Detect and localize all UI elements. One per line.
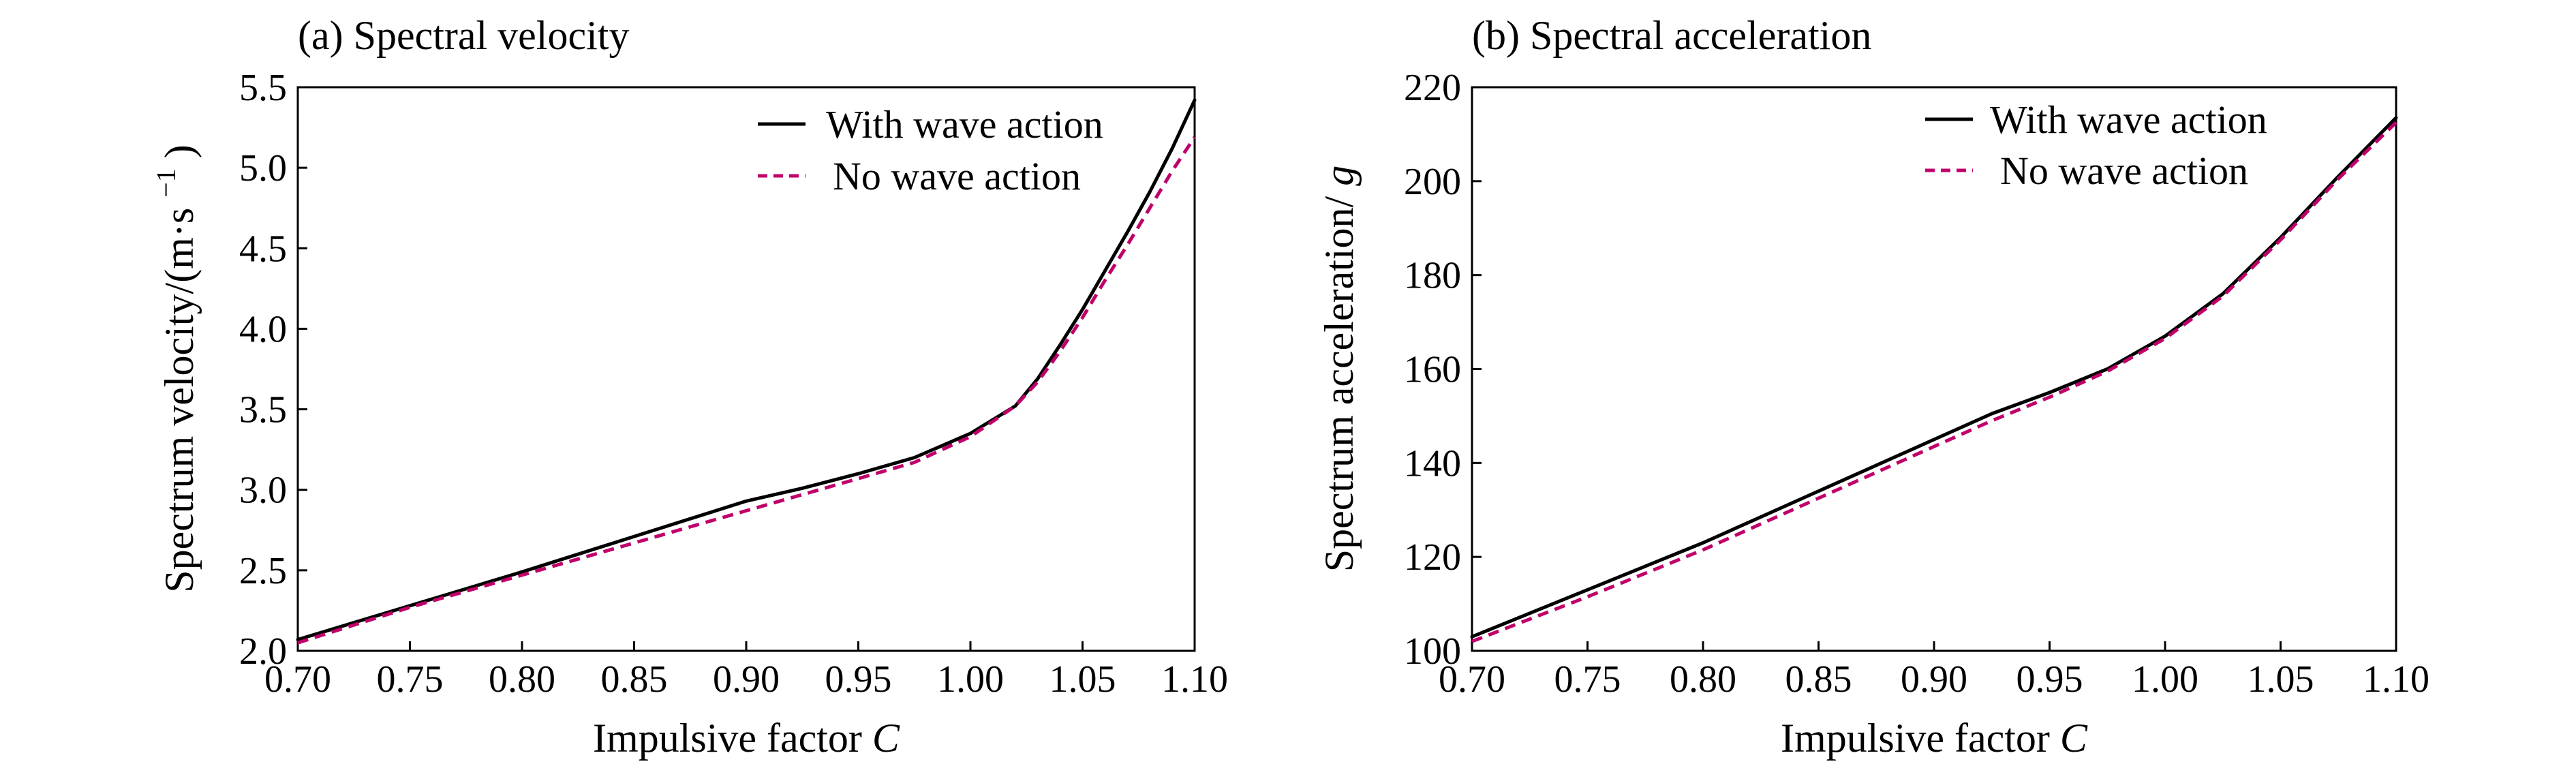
x-tick-label: 0.70 — [264, 658, 331, 701]
series-line-no-wave — [297, 136, 1197, 645]
chart-title: (a) Spectral velocity — [298, 13, 629, 58]
tick-group: 0.70 0.75 0.80 0.85 0.90 0.95 1.00 1.05 1.10 2.0 2… — [239, 67, 1228, 701]
x-tick-label: 0.85 — [601, 658, 668, 701]
y-tick-label: 140 — [1404, 442, 1461, 485]
x-axis-label-text: Impulsive factor — [593, 716, 862, 761]
x-tick-label: 1.00 — [937, 658, 1004, 701]
legend: With wave action No wave action — [758, 102, 1103, 198]
legend-label-with-wave: With wave action — [826, 102, 1103, 147]
y-tick-label: 100 — [1404, 630, 1461, 673]
x-axis-label: Impulsive factor C — [1781, 716, 2088, 761]
x-tick-label: 0.95 — [825, 658, 892, 701]
y-axis-label-symbol: g — [1317, 166, 1362, 186]
y-tick-label: 2.5 — [239, 550, 287, 592]
y-tick-label: 160 — [1404, 349, 1461, 391]
y-axis-label-close: ) — [157, 144, 202, 158]
y-tick-label: 4.0 — [239, 308, 287, 350]
y-tick-label: 120 — [1404, 536, 1461, 579]
x-tick-label: 1.10 — [1161, 658, 1228, 701]
x-tick-label: 0.90 — [713, 658, 780, 701]
x-axis-label-symbol-text: C — [872, 716, 900, 761]
x-tick-label: 1.10 — [2363, 658, 2429, 701]
y-axis-label: Spectrum acceleration/ g — [1317, 166, 1362, 572]
y-axis-label-text: Spectrum acceleration/ — [1317, 196, 1362, 572]
chart-panel-spectral-acceleration: (b) Spectral acceleration 0.70 0.75 0.80 0.… — [1317, 13, 2429, 761]
series-line-no-wave — [1471, 121, 2397, 643]
x-tick-label: 1.00 — [2132, 658, 2198, 701]
y-tick-label: 200 — [1404, 161, 1461, 203]
y-tick-label: 180 — [1404, 255, 1461, 297]
x-tick-label: 0.80 — [1670, 658, 1736, 701]
x-axis-label: Impulsive factor C — [593, 716, 900, 761]
legend-label-with-wave: With wave action — [1990, 97, 2267, 142]
chart-title: (b) Spectral acceleration — [1472, 13, 1871, 58]
y-tick-label: 5.0 — [239, 147, 287, 189]
x-tick-label: 0.70 — [1439, 658, 1505, 701]
x-tick-label: 0.85 — [1785, 658, 1852, 701]
x-tick-label: 0.90 — [1901, 658, 1967, 701]
series-group — [1470, 116, 2398, 643]
x-tick-label: 0.95 — [2017, 658, 2083, 701]
y-axis-label: Spectrum velocity/(m·s −1 ) — [139, 144, 202, 592]
y-tick-label: 4.5 — [239, 228, 287, 270]
legend-label-no-wave: No wave action — [2000, 149, 2248, 193]
series-line-with-wave — [1470, 116, 2398, 639]
y-tick-label: 2.0 — [239, 630, 287, 673]
x-axis-label-text: Impulsive factor — [1781, 716, 2050, 761]
tick-group: 0.70 0.75 0.80 0.85 0.90 0.95 1.00 1.05 1.10 100 1… — [1404, 67, 2429, 701]
y-tick-label: 220 — [1404, 67, 1461, 109]
legend-label-no-wave: No wave action — [833, 154, 1081, 198]
x-tick-label: 0.75 — [1554, 658, 1621, 701]
x-tick-label: 0.80 — [489, 658, 555, 701]
x-tick-label: 1.05 — [2248, 658, 2314, 701]
series-group — [296, 98, 1197, 645]
y-axis-label-sup: −1 — [151, 168, 181, 198]
y-axis-label-text: Spectrum velocity/(m·s — [157, 208, 202, 593]
y-tick-label: 3.5 — [239, 389, 287, 431]
legend: With wave action No wave action — [1925, 97, 2267, 193]
y-tick-label: 3.0 — [239, 470, 287, 512]
x-axis-label-symbol-text: C — [2060, 716, 2088, 761]
chart-panel-spectral-velocity: (a) Spectral velocity 0.70 0.75 0.80 0.85 0.… — [139, 13, 1228, 761]
y-tick-label: 5.5 — [239, 67, 287, 109]
x-tick-label: 0.75 — [377, 658, 444, 701]
x-tick-label: 1.05 — [1049, 658, 1116, 701]
